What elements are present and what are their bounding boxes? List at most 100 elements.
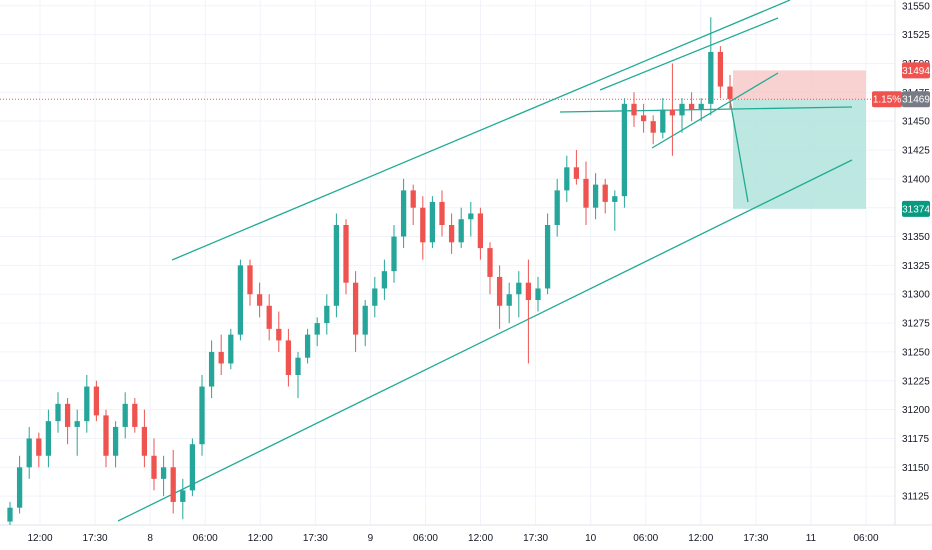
target-price-badge-text: 31374 [902,204,930,215]
trendline[interactable] [729,99,749,203]
candle-body [64,403,71,427]
price-tick-label: 31150 [902,463,930,474]
time-tick-label: 12:00 [468,533,493,544]
candle-body [45,421,52,456]
candle-body [324,305,330,324]
price-tick-label: 31525 [902,30,930,41]
candle-body [7,507,13,522]
time-tick-label: 12:00 [27,533,52,544]
time-tick-label: 06:00 [853,533,878,544]
current-price-badge-text: 31469 [902,95,930,106]
candle-body [112,426,119,456]
candle-body [189,444,196,491]
candle-body [410,190,416,208]
candle-body [477,213,484,249]
candle-body [640,115,647,122]
trendline[interactable] [651,72,779,149]
candle-body [93,386,100,416]
candle-body [458,219,464,243]
candle-body [304,334,311,358]
stop-price-badge: 31494 [902,62,930,79]
time-tick-label: 06:00 [193,533,218,544]
candle-body [727,86,733,100]
percent-badge-bg [872,91,902,108]
candle-body [448,225,455,243]
candle-body [132,403,138,427]
time-tick-label: 12:00 [248,533,273,544]
trendline[interactable] [559,106,853,113]
time-tick-label: 8 [147,533,153,544]
stop-loss-zone [733,70,866,100]
candle-body [516,282,522,295]
time-axis[interactable]: 12:00 17:30 8 06:00 12:00 17:30 9 06:00 12:00 17:… [27,533,878,544]
candle-body [669,109,676,116]
price-tick-label: 31450 [902,117,930,128]
price-tick-label: 31550 [902,1,930,12]
price-tick-label: 31300 [902,290,930,301]
candle-body [420,207,426,243]
price-tick-label: 31175 [902,434,930,445]
current-price-badge-bg [902,91,930,108]
candle-body [218,351,224,364]
candle-body [688,103,695,110]
candle-body [122,403,128,427]
candle-body [525,282,532,300]
candle-body [400,190,407,237]
candle-body [592,184,599,208]
time-tick-label: 06:00 [633,533,658,544]
candle-body [228,334,234,364]
candle-body [544,225,551,289]
time-tick-label: 17:30 [523,533,548,544]
trendlines [117,0,853,522]
candle-body [74,421,80,427]
candle-body [314,323,320,335]
candle-body [660,109,666,133]
candle-body [554,190,560,225]
candle-body [170,467,176,502]
candle-body [381,271,388,289]
candles [7,17,733,525]
candle-body [535,288,541,300]
chart-grid [0,0,932,526]
price-tick-label: 31400 [902,174,930,185]
trendline[interactable] [599,17,779,91]
candle-body [583,178,589,208]
candle-body [650,121,656,133]
price-tick-label: 31350 [902,232,930,243]
candle-body [429,201,436,243]
candle-body [141,426,148,456]
time-tick-label: 11 [806,533,817,544]
candle-body [343,225,349,283]
candle-body [160,467,167,479]
candle-body [506,294,512,306]
candle-body [612,196,618,202]
candle-body [36,438,42,456]
candle-body [439,201,445,225]
risk-reward-zones [733,70,866,209]
target-price-badge-bg [902,200,930,217]
trendline[interactable] [117,159,853,522]
candle-body [333,225,340,306]
target-price-badge: 31374 [902,200,930,217]
price-tick-label: 31225 [902,376,930,387]
candle-body [468,213,474,220]
candle-body [208,351,215,387]
time-tick-label: 17:30 [83,533,108,544]
price-tick-label: 31125 [902,492,930,503]
candle-body [352,282,359,335]
candle-body [631,103,637,116]
time-tick-label: 17:30 [303,533,328,544]
trendline[interactable] [171,0,791,261]
candle-body [708,51,714,104]
candle-body [237,265,244,335]
candle-body [151,455,157,479]
candle-body [679,103,685,116]
candle-body [698,103,704,110]
candle-body [199,386,205,445]
percent-badge: 1.15% [872,91,902,108]
price-tick-label: 31200 [902,405,930,416]
candle-body [717,51,724,87]
percent-badge-text: 1.15% [873,95,901,106]
